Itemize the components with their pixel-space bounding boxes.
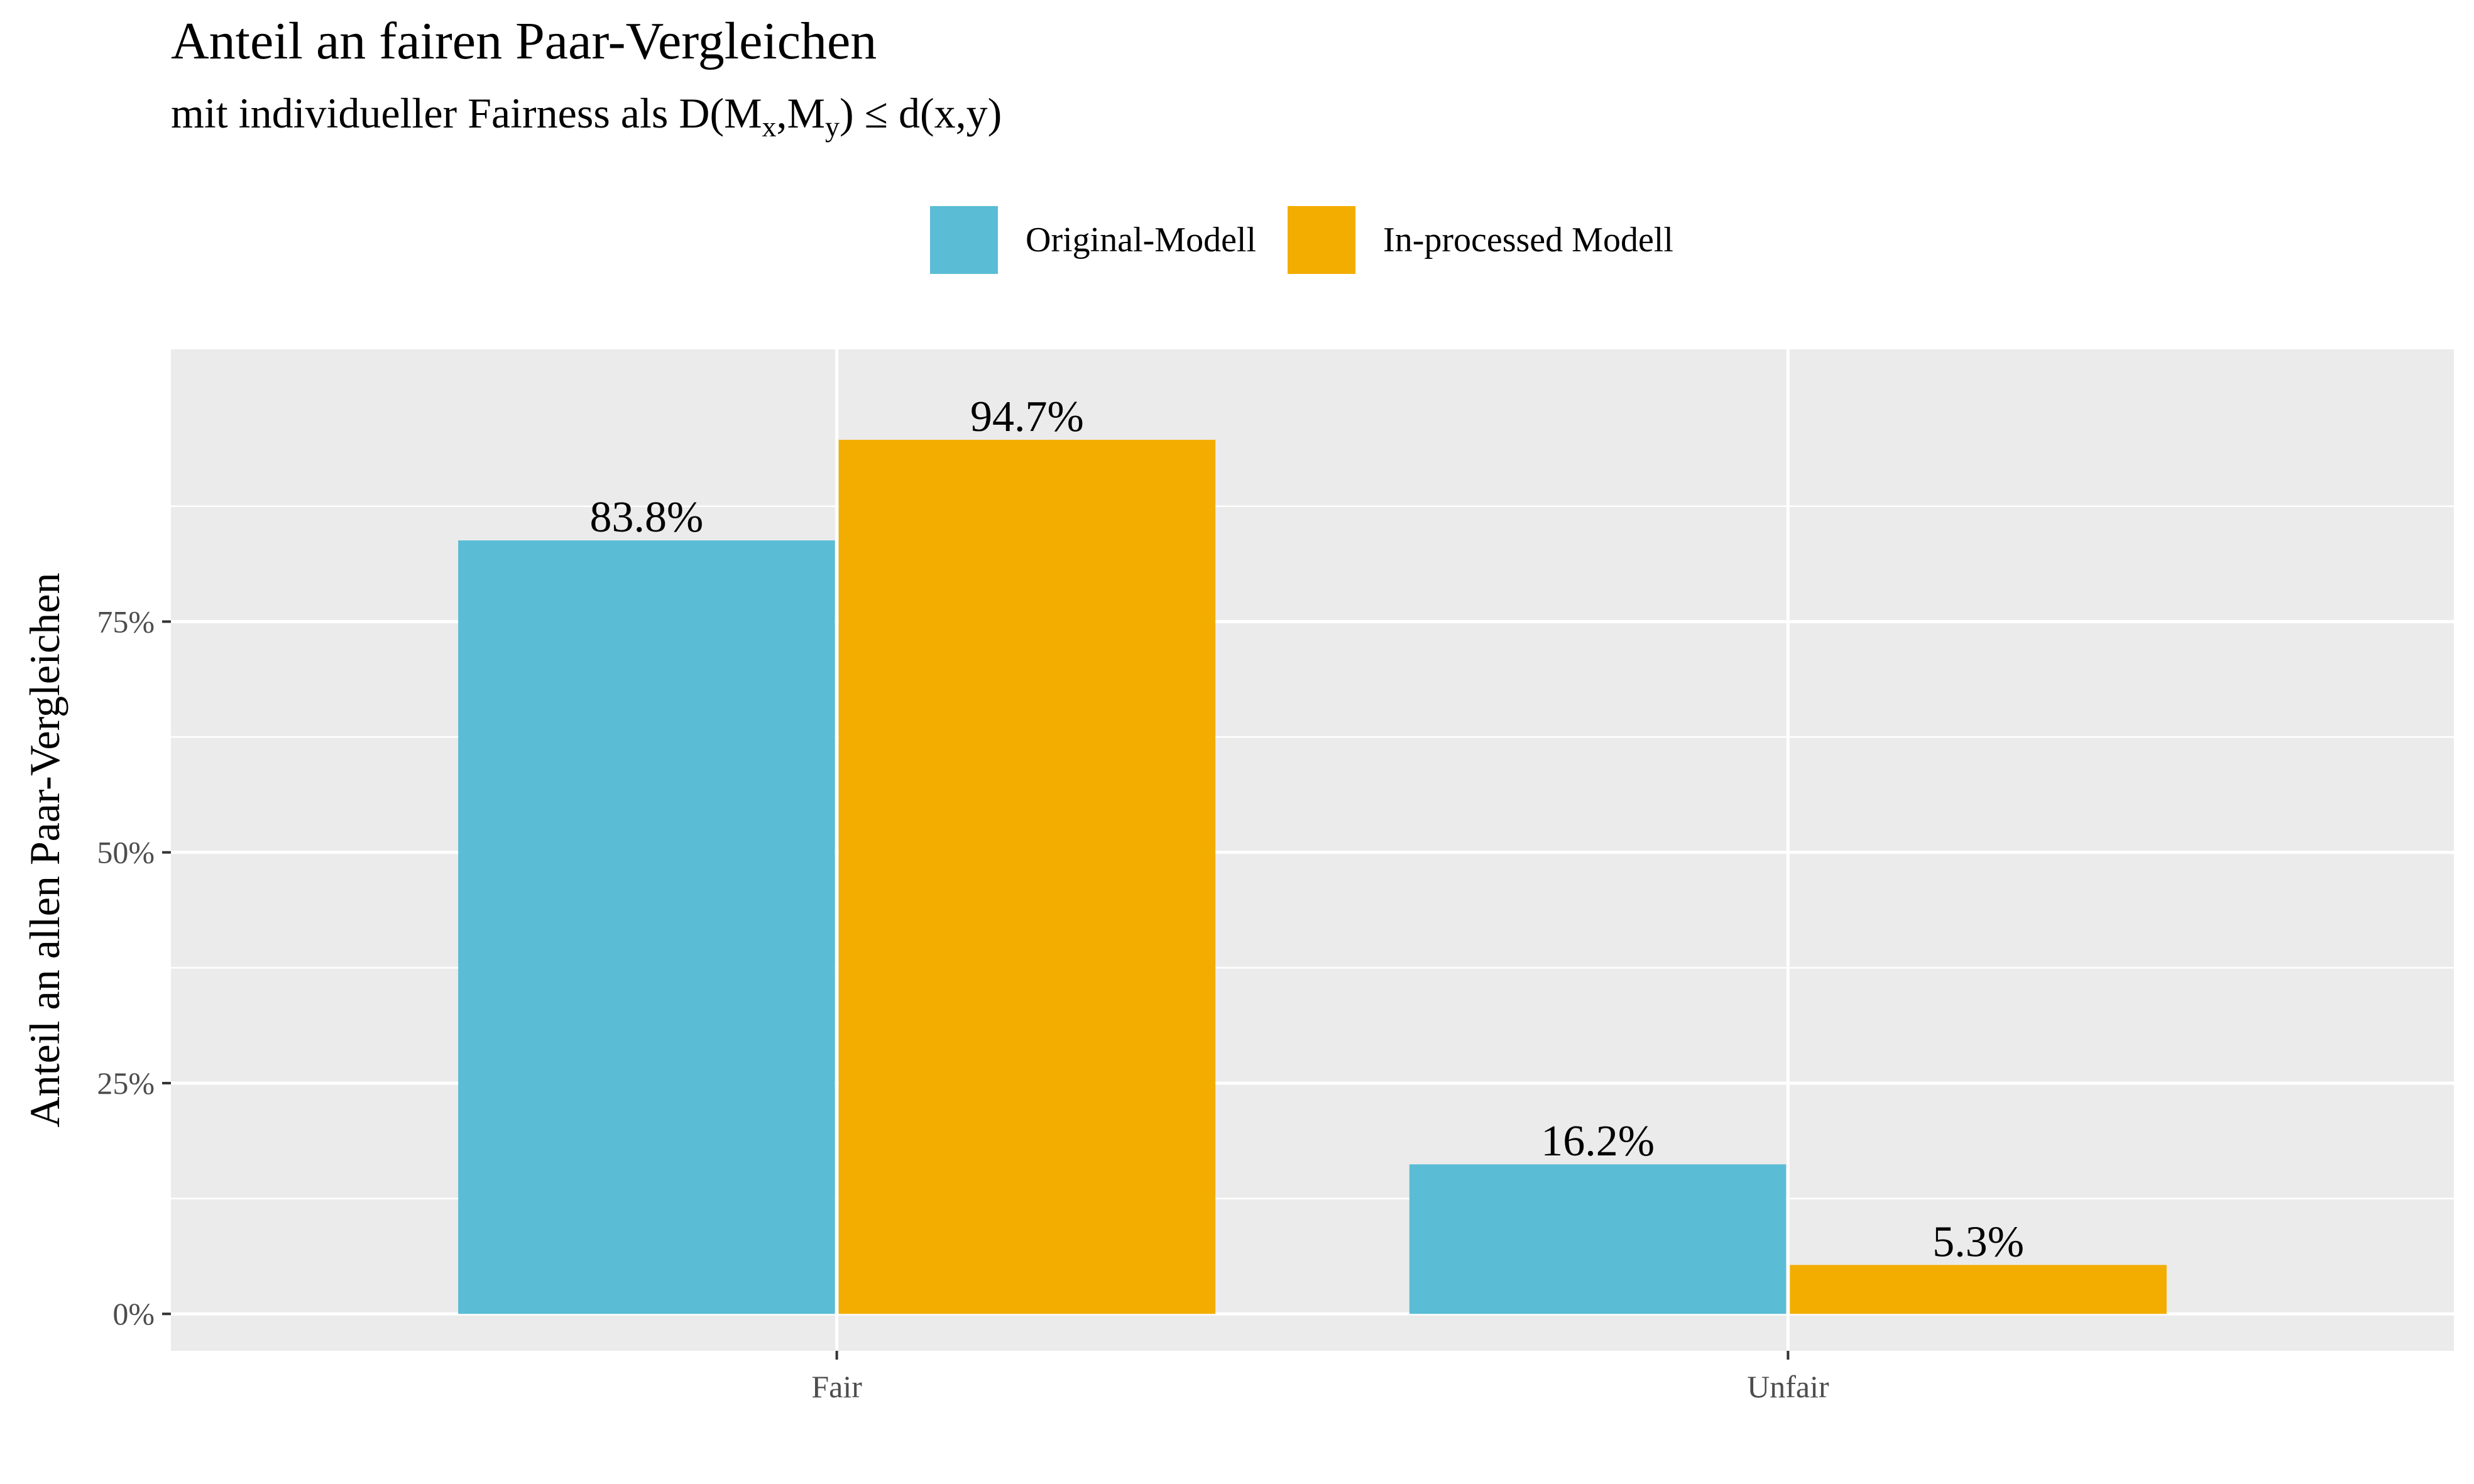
chart-title: Anteil an fairen Paar-Vergleichen bbox=[171, 12, 877, 70]
y-tick-label: 0% bbox=[112, 1296, 155, 1331]
y-tick-label: 25% bbox=[97, 1066, 155, 1101]
bar-label: 5.3% bbox=[1932, 1218, 2024, 1266]
x-tick-label: Unfair bbox=[1747, 1369, 1829, 1404]
bar bbox=[458, 540, 835, 1314]
legend-item-inprocessed: In-processed Modell bbox=[1286, 205, 1673, 275]
legend-label-original: Original-Modell bbox=[1026, 221, 1257, 259]
x-tick-label: Fair bbox=[811, 1369, 862, 1404]
bar bbox=[1790, 1265, 2167, 1314]
y-axis-title: Anteil an allen Paar-Vergleichen bbox=[21, 573, 68, 1128]
y-tick-label: 50% bbox=[97, 835, 155, 870]
bar-label: 94.7% bbox=[970, 393, 1084, 441]
y-tick-label: 75% bbox=[97, 604, 155, 639]
chart-subtitle: mit individueller Fairness als D(Mx,My) … bbox=[171, 89, 1002, 143]
legend: Original-Modell In-processed Modell bbox=[929, 205, 1704, 275]
bar bbox=[838, 439, 1216, 1314]
legend-label-inprocessed: In-processed Modell bbox=[1383, 221, 1673, 259]
legend-item-original: Original-Modell bbox=[929, 205, 1256, 275]
bar-label: 16.2% bbox=[1541, 1117, 1655, 1165]
bar-label: 83.8% bbox=[589, 493, 703, 542]
legend-key-original bbox=[929, 205, 999, 275]
legend-key-inprocessed bbox=[1286, 205, 1357, 275]
bar bbox=[1409, 1164, 1787, 1314]
